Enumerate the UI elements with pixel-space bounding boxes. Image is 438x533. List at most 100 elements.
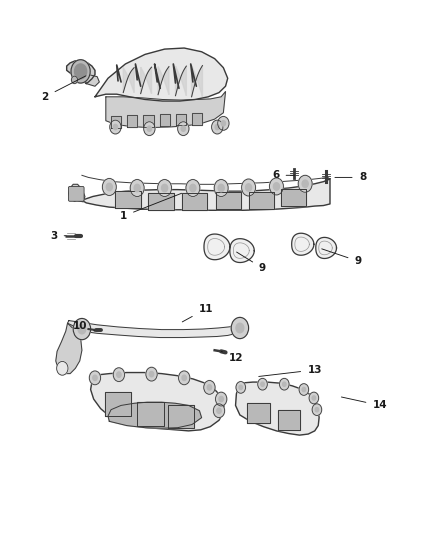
Circle shape — [117, 372, 121, 377]
Circle shape — [242, 179, 255, 196]
Circle shape — [146, 367, 157, 381]
Circle shape — [162, 184, 168, 192]
Polygon shape — [192, 114, 202, 125]
Circle shape — [302, 180, 308, 188]
Text: 13: 13 — [259, 365, 322, 376]
Circle shape — [106, 183, 113, 191]
Circle shape — [215, 392, 227, 406]
Circle shape — [214, 180, 228, 197]
Polygon shape — [56, 323, 82, 374]
Circle shape — [258, 378, 267, 390]
Polygon shape — [91, 373, 224, 431]
Polygon shape — [249, 192, 274, 209]
Polygon shape — [176, 114, 186, 125]
Circle shape — [302, 387, 306, 392]
Polygon shape — [137, 402, 164, 425]
Circle shape — [130, 180, 144, 197]
Circle shape — [190, 184, 196, 192]
Circle shape — [246, 184, 252, 191]
Polygon shape — [247, 403, 270, 423]
Polygon shape — [123, 68, 134, 93]
Circle shape — [93, 375, 97, 381]
Polygon shape — [67, 320, 242, 337]
Circle shape — [207, 385, 212, 390]
Circle shape — [134, 184, 140, 192]
Circle shape — [299, 384, 309, 395]
Circle shape — [217, 408, 221, 414]
Polygon shape — [204, 234, 230, 260]
Polygon shape — [105, 392, 131, 416]
Polygon shape — [148, 193, 174, 210]
Circle shape — [74, 64, 87, 79]
Text: 9: 9 — [237, 252, 266, 273]
Circle shape — [73, 318, 91, 340]
Polygon shape — [215, 192, 241, 209]
Circle shape — [78, 324, 86, 334]
Polygon shape — [176, 66, 186, 96]
Polygon shape — [69, 184, 85, 202]
Polygon shape — [106, 92, 226, 127]
Circle shape — [158, 180, 172, 197]
Text: 9: 9 — [322, 249, 362, 266]
Polygon shape — [158, 67, 169, 95]
Text: 14: 14 — [341, 397, 387, 410]
Polygon shape — [127, 115, 137, 127]
Circle shape — [147, 126, 152, 131]
Circle shape — [212, 120, 223, 134]
Circle shape — [179, 371, 190, 385]
Text: 1: 1 — [120, 193, 182, 221]
Circle shape — [273, 183, 279, 190]
Polygon shape — [316, 237, 336, 259]
Polygon shape — [182, 193, 207, 210]
Circle shape — [71, 60, 90, 83]
Polygon shape — [111, 116, 121, 127]
Circle shape — [219, 397, 223, 402]
Text: 12: 12 — [221, 351, 244, 362]
Text: 10: 10 — [72, 321, 95, 331]
Circle shape — [113, 124, 117, 130]
Polygon shape — [292, 233, 314, 255]
Circle shape — [89, 371, 101, 385]
Polygon shape — [281, 189, 306, 206]
Circle shape — [144, 122, 155, 135]
Circle shape — [283, 382, 286, 386]
Circle shape — [178, 122, 189, 135]
Text: 2: 2 — [41, 76, 86, 102]
Text: 11: 11 — [182, 304, 213, 322]
Circle shape — [149, 372, 154, 377]
Circle shape — [279, 378, 289, 390]
Polygon shape — [236, 382, 319, 435]
Circle shape — [213, 404, 225, 418]
Circle shape — [269, 178, 283, 195]
Circle shape — [204, 381, 215, 394]
Polygon shape — [143, 115, 154, 126]
Circle shape — [221, 120, 226, 126]
Polygon shape — [278, 410, 300, 430]
Polygon shape — [191, 66, 202, 97]
Circle shape — [236, 323, 244, 333]
FancyBboxPatch shape — [68, 187, 84, 201]
Polygon shape — [67, 61, 95, 84]
Circle shape — [231, 317, 249, 338]
Circle shape — [181, 126, 185, 131]
Circle shape — [186, 180, 200, 197]
Circle shape — [315, 408, 319, 412]
Circle shape — [113, 368, 124, 382]
Circle shape — [309, 392, 319, 404]
Circle shape — [239, 385, 243, 390]
Text: 8: 8 — [335, 172, 366, 182]
Polygon shape — [168, 405, 194, 428]
Circle shape — [298, 175, 312, 192]
Polygon shape — [160, 114, 170, 126]
Polygon shape — [141, 67, 152, 94]
Polygon shape — [82, 179, 330, 211]
Polygon shape — [95, 48, 228, 101]
Circle shape — [215, 124, 219, 130]
Polygon shape — [108, 402, 201, 428]
Circle shape — [261, 382, 264, 386]
Circle shape — [182, 375, 186, 381]
Circle shape — [102, 179, 116, 196]
Polygon shape — [85, 75, 99, 86]
Text: 6: 6 — [272, 171, 295, 180]
Circle shape — [236, 382, 246, 393]
